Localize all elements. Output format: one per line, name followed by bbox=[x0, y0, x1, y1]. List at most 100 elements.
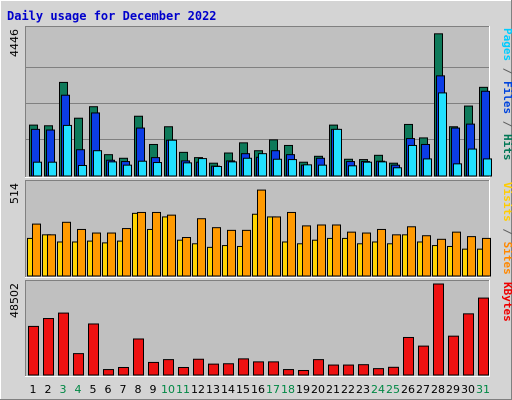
x-tick-day-12: 12 bbox=[191, 383, 205, 396]
panel-hits-files-pages-ymax-label: 4446 bbox=[8, 29, 21, 57]
series-label-part-2: Sites bbox=[501, 242, 512, 275]
x-tick-day-5: 5 bbox=[90, 383, 97, 396]
bar-pages-day-28 bbox=[438, 92, 447, 177]
bar-sites-day-9 bbox=[152, 211, 161, 277]
panel-hits-files-pages-series-label: Pages / Files / Hits bbox=[501, 28, 512, 161]
bar-sites-day-16 bbox=[257, 189, 266, 277]
bar-sites-day-24 bbox=[377, 228, 386, 277]
series-label-part-3: / bbox=[501, 114, 512, 134]
bar-sites-day-31 bbox=[482, 237, 491, 277]
bar-pages-day-22 bbox=[348, 165, 357, 177]
bar-sites-day-27 bbox=[422, 235, 431, 277]
panel-visits-sites-ymax-label: 514 bbox=[8, 183, 21, 204]
bar-sites-day-26 bbox=[407, 226, 416, 277]
series-label-part-0: Visits bbox=[501, 182, 512, 222]
x-tick-day-3: 3 bbox=[60, 383, 67, 396]
x-tick-day-15: 15 bbox=[236, 383, 250, 396]
bar-kbytes-day-23 bbox=[358, 364, 369, 376]
bar-kbytes-day-18 bbox=[283, 369, 294, 376]
bar-kbytes-day-13 bbox=[208, 363, 219, 376]
chart-title: Daily usage for December 2022 bbox=[7, 9, 217, 23]
panel-kbytes-series-label: KBytes bbox=[501, 282, 512, 322]
bar-sites-day-13 bbox=[212, 227, 221, 277]
bar-sites-day-11 bbox=[182, 237, 191, 277]
x-tick-day-19: 19 bbox=[296, 383, 310, 396]
bar-kbytes-day-3 bbox=[58, 312, 69, 376]
bar-kbytes-day-24 bbox=[373, 368, 384, 376]
bar-sites-day-4 bbox=[77, 228, 86, 277]
x-tick-day-11: 11 bbox=[176, 383, 190, 396]
x-tick-day-29: 29 bbox=[446, 383, 460, 396]
bar-pages-day-27 bbox=[423, 158, 432, 177]
bar-kbytes-day-8 bbox=[133, 338, 144, 376]
bar-pages-day-5 bbox=[93, 150, 102, 177]
bar-kbytes-day-7 bbox=[118, 366, 129, 376]
bar-sites-day-30 bbox=[467, 236, 476, 277]
bar-kbytes-day-29 bbox=[448, 335, 459, 376]
bar-pages-day-18 bbox=[288, 159, 297, 177]
x-tick-day-18: 18 bbox=[281, 383, 295, 396]
x-tick-day-10: 10 bbox=[161, 383, 175, 396]
bar-kbytes-day-1 bbox=[28, 325, 39, 376]
x-tick-day-7: 7 bbox=[120, 383, 127, 396]
x-tick-day-17: 17 bbox=[266, 383, 280, 396]
x-tick-day-27: 27 bbox=[416, 383, 430, 396]
x-tick-day-22: 22 bbox=[341, 383, 355, 396]
bar-kbytes-day-11 bbox=[178, 366, 189, 376]
bar-pages-day-13 bbox=[213, 165, 222, 177]
bar-kbytes-day-30 bbox=[463, 313, 474, 376]
series-label-part-2: Files bbox=[501, 81, 512, 114]
bar-sites-day-28 bbox=[437, 238, 446, 277]
bar-pages-day-9 bbox=[153, 162, 162, 177]
x-tick-day-23: 23 bbox=[356, 383, 370, 396]
x-tick-day-4: 4 bbox=[75, 383, 82, 396]
bar-kbytes-day-10 bbox=[163, 359, 174, 376]
bar-sites-day-23 bbox=[362, 232, 371, 277]
bar-pages-day-19 bbox=[303, 164, 312, 177]
bar-kbytes-day-6 bbox=[103, 369, 114, 376]
bar-sites-day-5 bbox=[92, 232, 101, 277]
series-label-part-1: / bbox=[501, 222, 512, 242]
bar-pages-day-30 bbox=[468, 148, 477, 177]
bar-pages-day-17 bbox=[273, 158, 282, 177]
bar-sites-day-15 bbox=[242, 229, 251, 277]
bar-sites-day-22 bbox=[347, 231, 356, 277]
bar-kbytes-day-14 bbox=[223, 363, 234, 376]
bar-kbytes-day-21 bbox=[328, 364, 339, 376]
series-label-part-1: / bbox=[501, 61, 512, 81]
bar-kbytes-day-17 bbox=[268, 361, 279, 376]
bar-sites-day-6 bbox=[107, 232, 116, 277]
bar-sites-day-20 bbox=[317, 224, 326, 277]
bar-pages-day-2 bbox=[48, 161, 57, 177]
bar-pages-day-6 bbox=[108, 161, 117, 177]
bar-pages-day-20 bbox=[318, 164, 327, 177]
bar-kbytes-day-28 bbox=[433, 283, 444, 376]
bar-kbytes-day-2 bbox=[43, 318, 54, 376]
bar-sites-day-25 bbox=[392, 234, 401, 277]
x-tick-day-21: 21 bbox=[326, 383, 340, 396]
bar-sites-day-1 bbox=[32, 223, 41, 277]
bar-sites-day-21 bbox=[332, 224, 341, 277]
bar-pages-day-25 bbox=[393, 167, 402, 177]
bar-pages-day-1 bbox=[33, 161, 42, 177]
bar-pages-day-10 bbox=[168, 139, 177, 177]
bar-pages-day-12 bbox=[198, 158, 207, 177]
bar-pages-day-29 bbox=[453, 163, 462, 177]
x-tick-day-2: 2 bbox=[45, 383, 52, 396]
x-tick-day-14: 14 bbox=[221, 383, 235, 396]
bar-kbytes-day-16 bbox=[253, 361, 264, 376]
series-label-part-0: KBytes bbox=[501, 282, 512, 322]
bar-sites-day-7 bbox=[122, 228, 131, 277]
bar-sites-day-2 bbox=[47, 234, 56, 277]
bar-kbytes-day-19 bbox=[298, 369, 309, 376]
bar-kbytes-day-15 bbox=[238, 358, 249, 376]
bar-sites-day-8 bbox=[137, 211, 146, 277]
bar-pages-day-14 bbox=[228, 161, 237, 177]
bar-pages-day-24 bbox=[378, 161, 387, 177]
series-label-part-4: Hits bbox=[501, 134, 512, 161]
bar-pages-day-21 bbox=[333, 128, 342, 177]
bar-pages-day-3 bbox=[63, 124, 72, 177]
bar-kbytes-day-26 bbox=[403, 336, 414, 376]
x-tick-day-28: 28 bbox=[431, 383, 445, 396]
